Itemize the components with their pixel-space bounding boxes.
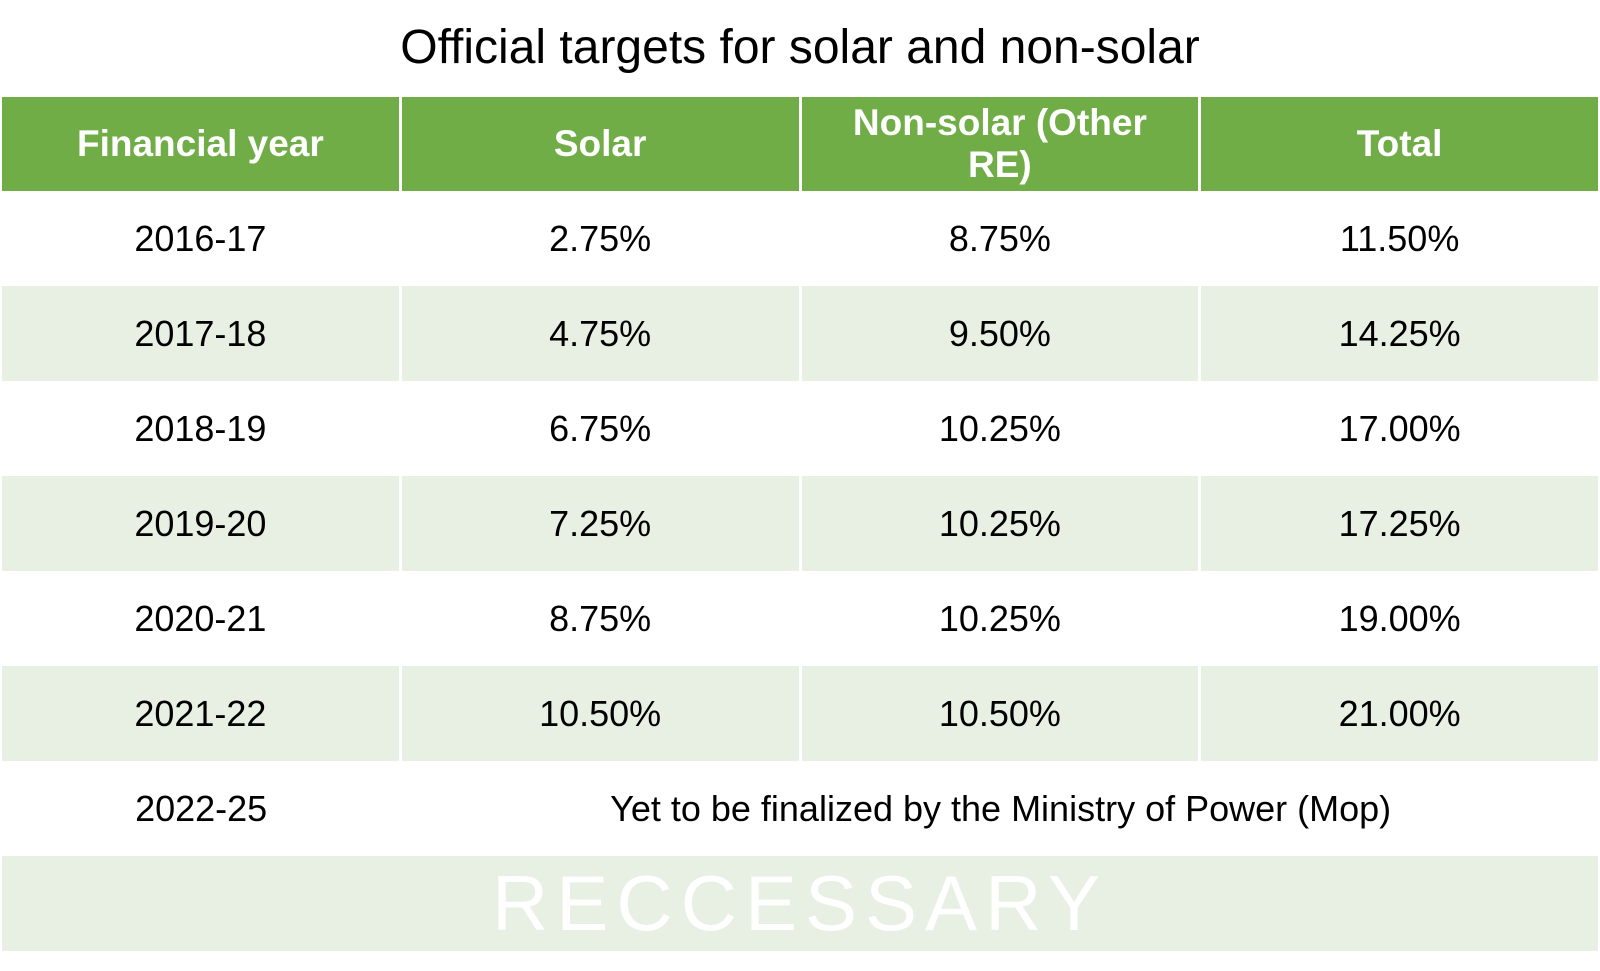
watermark-cell: RECCESSARY [2,856,1598,951]
header-total: Total [1201,97,1598,191]
header-financial-year: Financial year [2,97,402,191]
table-header-row: Financial year Solar Non-solar (Other RE… [2,97,1598,191]
header-solar: Solar [401,97,802,191]
cell-total: 17.25% [1201,476,1598,571]
cell-non-solar: 10.25% [801,381,1202,476]
table-row: 2016-17 2.75% 8.75% 11.50% [2,191,1598,286]
cell-year: 2020-21 [2,571,402,666]
cell-non-solar: 10.25% [801,571,1202,666]
cell-total: 21.00% [1201,666,1598,761]
targets-table: Financial year Solar Non-solar (Other RE… [2,97,1598,951]
cell-year: 2019-20 [2,476,402,571]
table-row: 2020-21 8.75% 10.25% 19.00% [2,571,1598,666]
table-row: 2018-19 6.75% 10.25% 17.00% [2,381,1598,476]
cell-year: 2018-19 [2,381,402,476]
cell-year: 2021-22 [2,666,402,761]
cell-year: 2017-18 [2,286,402,381]
cell-solar: 4.75% [401,286,802,381]
cell-year: 2016-17 [2,191,402,286]
cell-solar: 6.75% [401,381,802,476]
cell-solar: 10.50% [401,666,802,761]
cell-non-solar: 10.50% [801,666,1202,761]
pending-note: Yet to be finalized by the Ministry of P… [403,761,1598,856]
cell-total: 17.00% [1201,381,1598,476]
cell-solar: 8.75% [401,571,802,666]
cell-solar: 2.75% [401,191,802,286]
header-non-solar: Non-solar (Other RE) [801,97,1202,191]
cell-non-solar: 9.50% [801,286,1202,381]
table-row: 2017-18 4.75% 9.50% 14.25% [2,286,1598,381]
cell-non-solar: 10.25% [801,476,1202,571]
watermark-band: RECCESSARY [2,856,1598,951]
table-row: 2021-22 10.50% 10.50% 21.00% [2,666,1598,761]
cell-non-solar: 8.75% [801,191,1202,286]
cell-total: 11.50% [1201,191,1598,286]
cell-total: 19.00% [1201,571,1598,666]
table-row-pending: 2022-25 Yet to be finalized by the Minis… [2,761,1598,856]
table-row: 2019-20 7.25% 10.25% 17.25% [2,476,1598,571]
page-title: Official targets for solar and non-solar [400,21,1200,74]
cell-total: 14.25% [1201,286,1598,381]
watermark-logo: RECCESSARY [491,859,1109,947]
cell-solar: 7.25% [401,476,802,571]
cell-year: 2022-25 [2,761,404,856]
